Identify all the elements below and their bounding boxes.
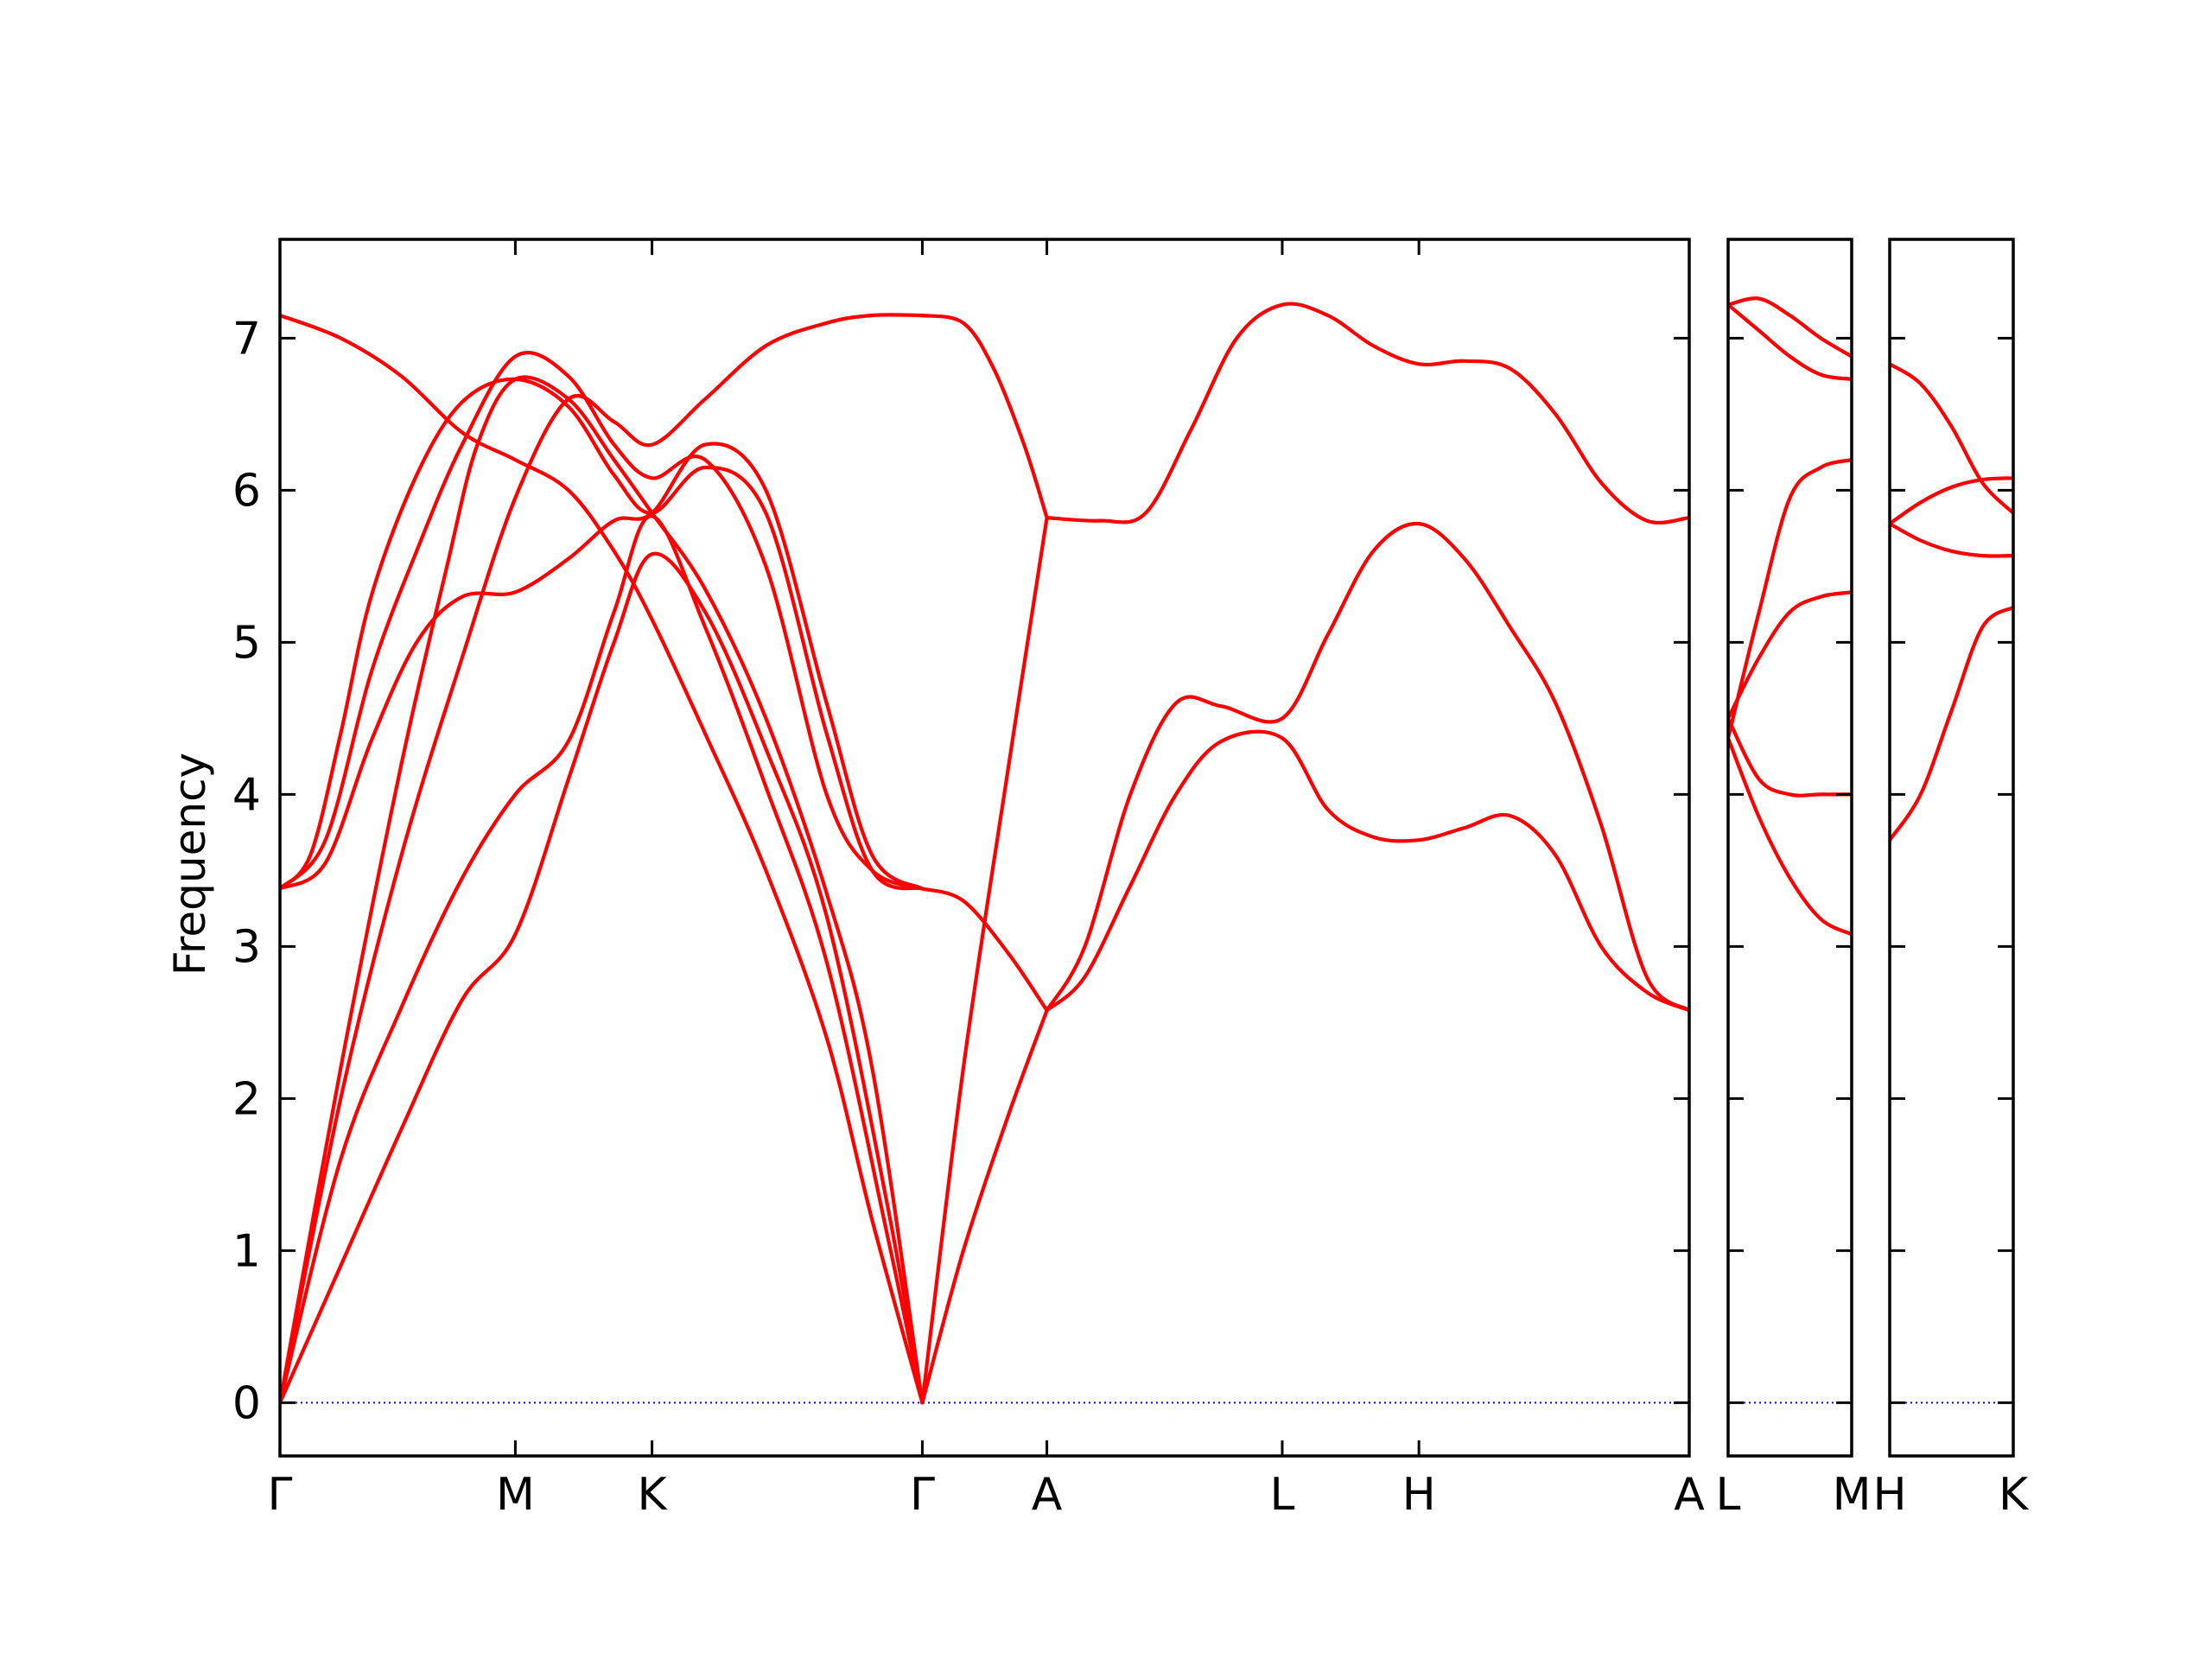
band-line-5 [1728,302,1852,381]
y-tick-label: 1 [232,1225,261,1277]
x-tick-label: H [1402,1469,1436,1521]
x-tick-label: M [1833,1469,1872,1521]
band-line-6 [280,351,925,891]
band-line-1 [1890,605,2013,842]
band-line-14 [1045,521,1689,1013]
x-tick-label: L [1269,1469,1294,1521]
band-line-7 [280,313,925,1405]
band-line-3 [1890,476,2013,526]
band-line-4 [1890,362,2013,515]
band-line-12 [920,313,1049,520]
x-tick-label: L [1716,1469,1741,1521]
x-tick-label: K [638,1469,669,1521]
band-line-3 [1728,590,1852,721]
x-tick-label: A [1674,1469,1705,1521]
band-line-13 [1045,729,1689,1013]
panel-frame [1888,238,2015,1458]
x-tick-label: K [1999,1469,2030,1521]
band-line-11 [920,516,1049,1405]
band-line-4 [1728,458,1852,741]
x-tick-label: Γ [910,1469,935,1521]
band-line-2 [280,514,925,1405]
y-tick-label: 7 [232,313,261,365]
y-tick-label: 5 [232,617,261,669]
x-tick-label: M [496,1469,535,1521]
y-tick-label: 2 [232,1073,261,1125]
band-line-2 [1728,716,1852,798]
y-tick-label: 0 [232,1377,261,1429]
y-tick-label: 6 [232,465,261,517]
band-line-4 [280,377,925,891]
x-tick-label: A [1032,1469,1063,1521]
y-tick-label: 3 [232,921,261,973]
x-tick-label: Γ [268,1469,293,1521]
series-group [1890,362,2013,842]
band-line-1 [1728,736,1852,937]
band-line-5 [280,375,925,1405]
y-tick-label: 4 [232,769,261,821]
y-axis-label: Frequency [165,753,215,976]
band-line-6 [1728,296,1852,359]
panel-frame [1726,238,1853,1458]
band-line-1 [280,551,925,1405]
band-line-10 [920,1008,1049,1405]
band-line-3 [280,442,925,891]
panel-frame [278,238,1691,1458]
band-line-8 [280,313,925,1405]
series-group [1728,296,1852,937]
band-line-15 [1045,302,1689,525]
series-group [280,302,1689,1405]
band-line-9 [920,887,1049,1013]
y-tick-labels: 0 1 2 3 4 5 6 7 [232,313,261,1429]
band-line-2 [1890,522,2013,558]
x-tick-label: H [1872,1469,1906,1521]
